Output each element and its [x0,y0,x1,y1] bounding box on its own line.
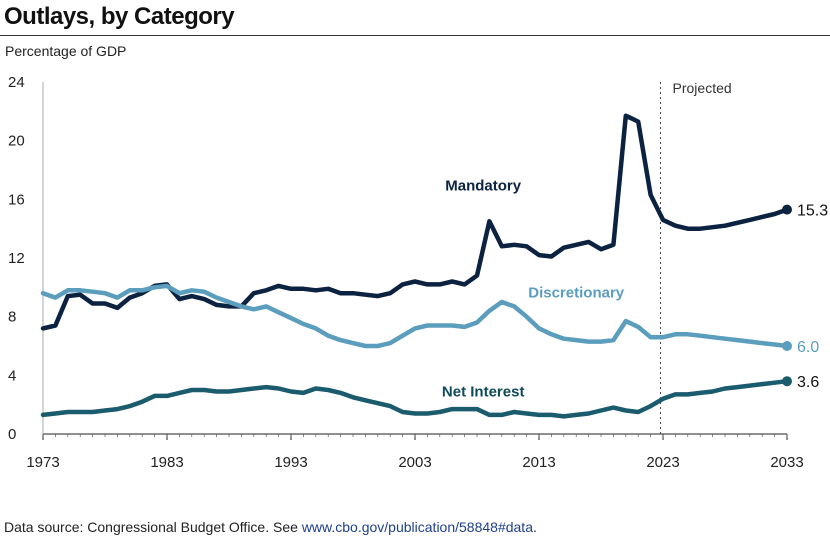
series-end-point [782,376,792,387]
end-value-label: 6.0 [797,339,819,356]
projection-marker: Projected [660,80,732,434]
series-name-label: Discretionary [528,285,625,302]
source-prefix: Data source: Congressional Budget Office… [4,519,302,535]
y-tick-label: 20 [8,133,25,150]
x-tick-label: 1983 [150,454,183,471]
source-suffix: . [532,519,537,535]
y-tick-label: 8 [8,309,16,326]
series-line-net-interest [40,378,790,419]
y-tick-labels: 0 4 8 12 16 20 24 [8,74,25,443]
data-source-note: Data source: Congressional Budget Office… [4,519,537,535]
y-tick-label: 4 [8,367,16,384]
y-tick-label: 24 [8,74,25,91]
gridlines [42,82,787,435]
series-name-label: Mandatory [445,178,522,195]
end-value-label: 15.3 [797,203,828,220]
series-line-mandatory [40,113,790,331]
x-tick-label: 2003 [398,454,431,471]
y-tick-label: 0 [8,426,16,443]
source-link[interactable]: www.cbo.gov/publication/58848#data [301,519,533,535]
series-end-point [782,204,792,215]
y-tick-label: 16 [8,191,25,208]
series-end-point [782,341,792,351]
series-lines [40,113,792,419]
series-line-discretionary [40,283,790,349]
end-value-label: 3.6 [797,374,819,391]
y-axis-label: Percentage of GDP [5,43,127,59]
x-tick-label: 2033 [770,454,803,471]
title-divider [0,35,830,36]
y-tick-label: 12 [8,250,25,267]
series-name-label: Net Interest [442,384,525,401]
projected-label: Projected [673,80,732,96]
x-tick-label: 2023 [646,454,679,471]
x-tick-labels: 1973 1983 1993 2003 2013 2023 2033 [26,434,804,471]
series-labels: 15.3 6.0 3.6 Mandatory Discretionary Net Inte… [442,178,828,401]
x-tick-label: 2013 [522,454,555,471]
x-tick-label: 1993 [274,454,307,471]
x-tick-label: 1973 [26,454,59,471]
chart-title: Outlays, by Category [4,3,235,30]
